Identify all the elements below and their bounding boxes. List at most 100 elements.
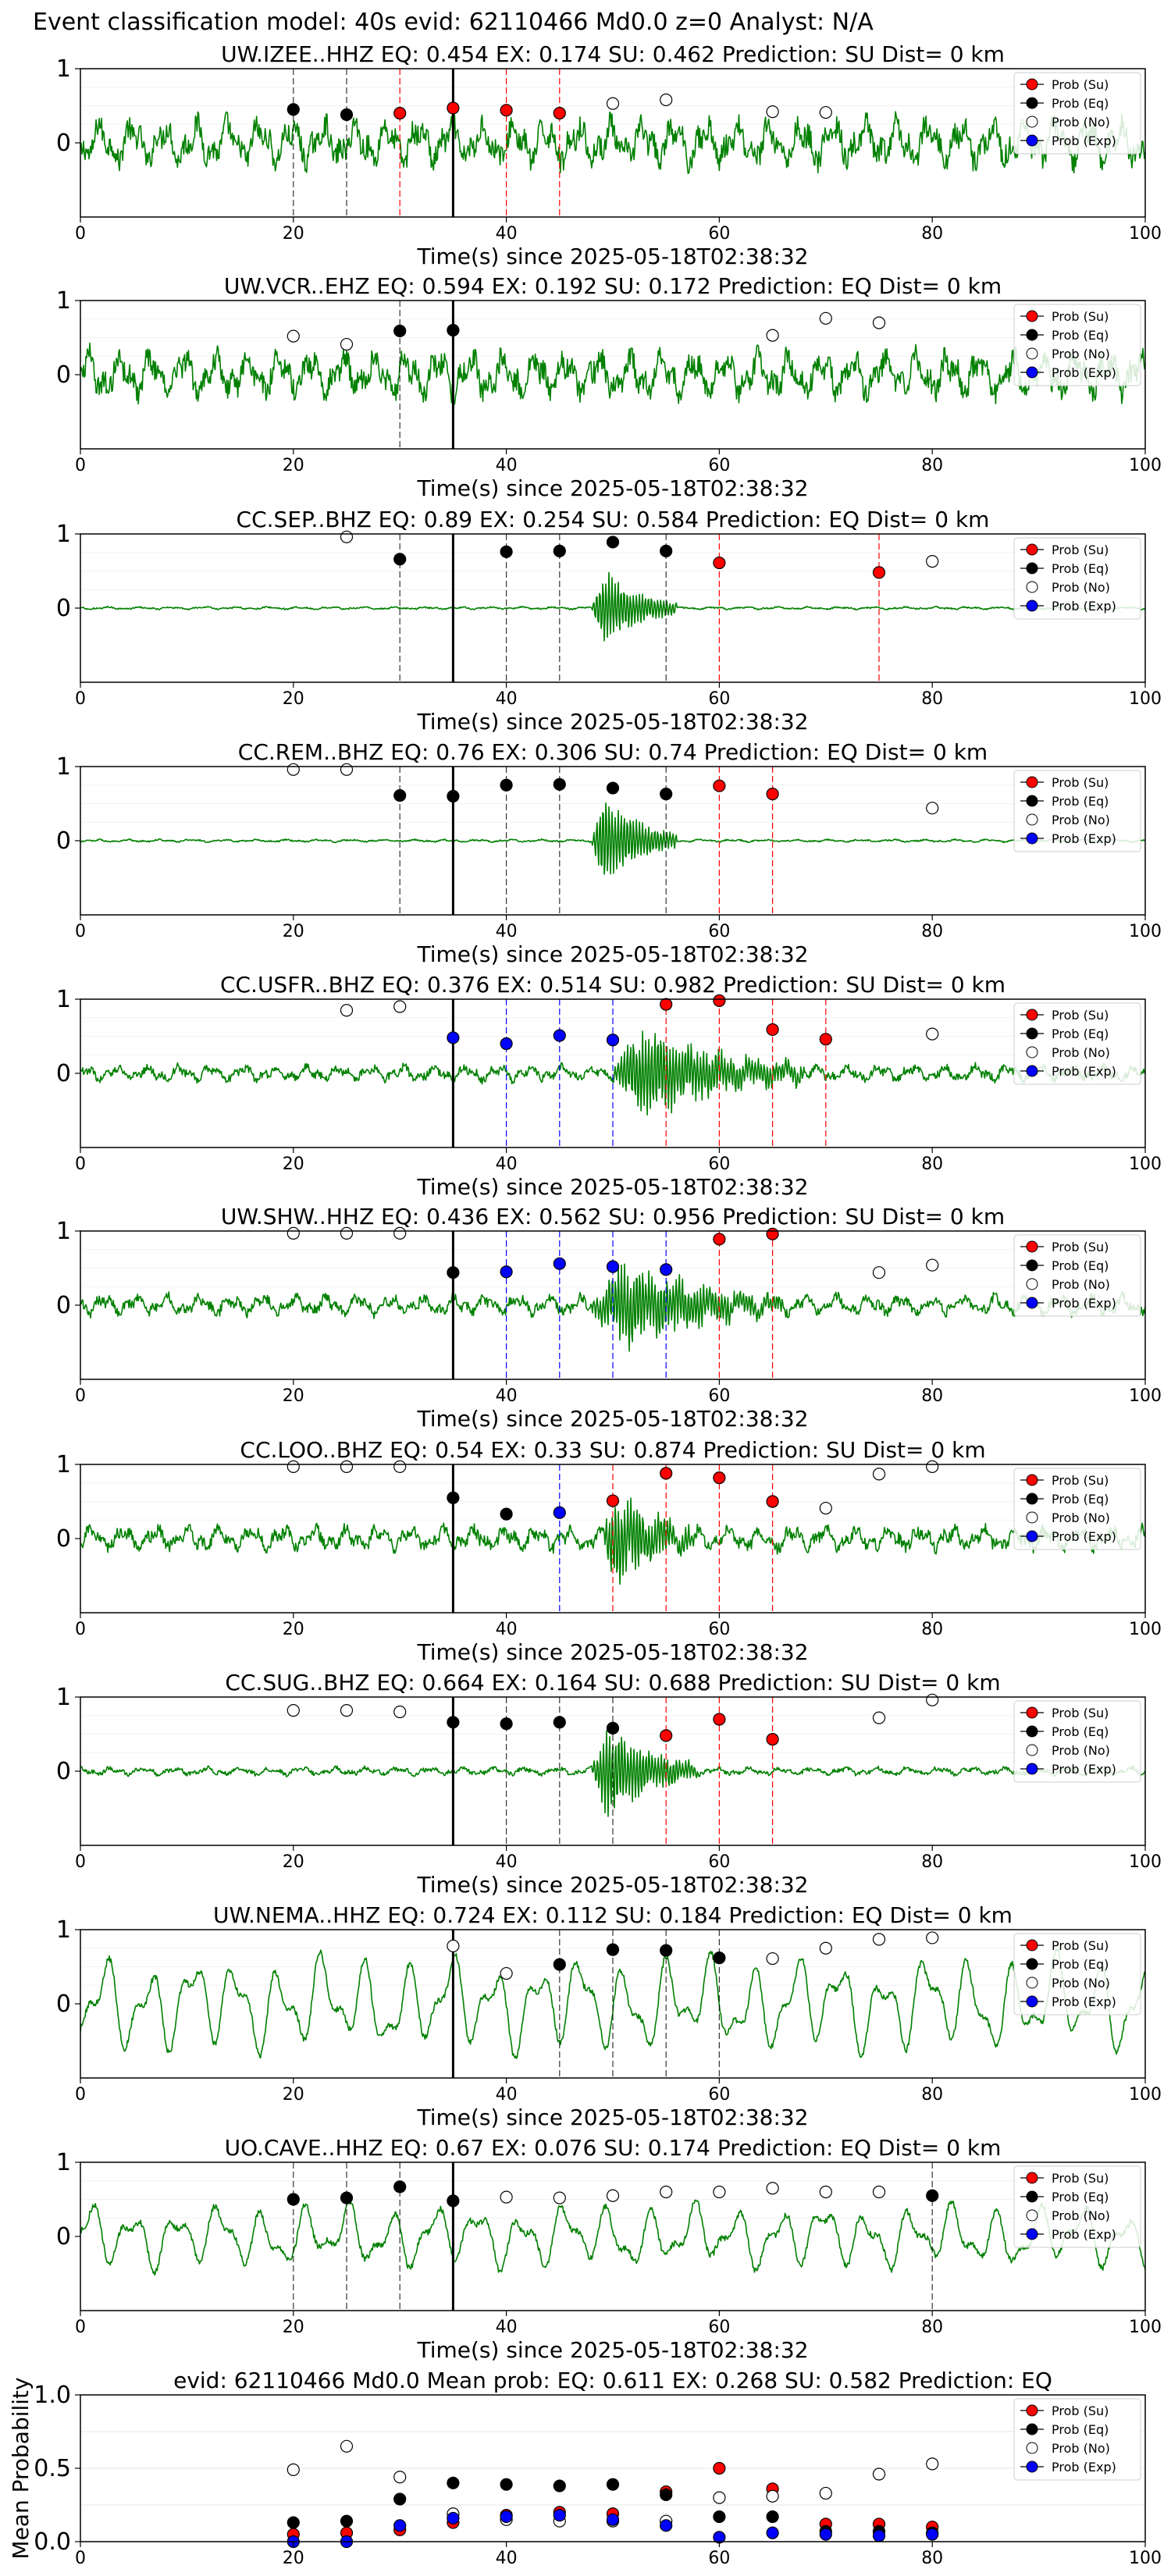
x-tick-label: 60: [708, 2549, 730, 2568]
prob-eq-point: [553, 1958, 566, 1971]
x-tick-label: 60: [708, 1620, 730, 1639]
waveform-trace: [80, 2199, 1146, 2276]
x-tick-label: 100: [1129, 456, 1162, 475]
y-tick-label: 0: [56, 1525, 71, 1553]
prob-su-legend-marker: [1026, 2172, 1038, 2184]
x-tick-label: 20: [283, 689, 304, 709]
waveform-trace: [80, 1030, 1146, 1115]
legend-label: Prob (No): [1052, 580, 1110, 595]
prob-eq-point: [287, 2193, 300, 2206]
prob-no-point: [287, 763, 300, 776]
prob-no-point: [819, 2185, 832, 2199]
legend-label: Prob (Exp): [1052, 1064, 1116, 1079]
legend-label: Prob (Exp): [1052, 1994, 1116, 2009]
x-tick-label: 20: [283, 1620, 304, 1639]
x-tick-label: 60: [708, 2085, 730, 2105]
prob-exp-legend-marker: [1026, 1530, 1038, 1542]
y-tick-label: 1: [56, 2149, 71, 2176]
x-tick-label: 60: [708, 224, 730, 244]
prob-no-legend-marker: [1026, 1511, 1038, 1524]
x-axis-label: Time(s) since 2025-05-18T02:38:32: [416, 2105, 808, 2130]
prob-exp-point: [660, 2519, 673, 2532]
x-tick-label: 0: [75, 1852, 86, 1872]
prob-eq-point: [713, 2510, 726, 2524]
prob-eq-point: [500, 545, 513, 558]
prob-su-point: [713, 2461, 726, 2475]
prob-eq-point: [500, 1717, 513, 1731]
y-tick-label: 1: [56, 287, 71, 315]
prob-exp-point: [393, 2519, 407, 2532]
prob-no-point: [287, 2463, 300, 2476]
prob-eq-legend-marker: [1026, 1493, 1038, 1505]
station-panel: CC.REM..BHZ EQ: 0.76 EX: 0.306 SU: 0.74 …: [56, 739, 1162, 967]
prob-exp-point: [872, 2529, 886, 2542]
prob-eq-point: [660, 1944, 673, 1957]
legend-label: Prob (No): [1052, 1045, 1110, 1060]
prob-eq-legend-marker: [1026, 1725, 1038, 1738]
panel-title: UW.IZEE..HHZ EQ: 0.454 EX: 0.174 SU: 0.4…: [221, 41, 1005, 67]
prob-eq-point: [447, 323, 460, 337]
prob-eq-legend-marker: [1026, 562, 1038, 575]
legend-label: Prob (Su): [1052, 309, 1109, 324]
x-tick-label: 0: [75, 2085, 86, 2105]
prob-exp-point: [447, 2511, 460, 2525]
legend-label: Prob (Eq): [1052, 1258, 1109, 1273]
prob-su-point: [766, 788, 779, 801]
x-tick-label: 80: [921, 2318, 943, 2337]
x-tick-label: 80: [921, 1155, 943, 1174]
legend-label: Prob (No): [1052, 1743, 1110, 1758]
prob-eq-point: [393, 788, 407, 802]
legend-label: Prob (Su): [1052, 1473, 1109, 1488]
panel-title: CC.SUG..BHZ EQ: 0.664 EX: 0.164 SU: 0.68…: [225, 1670, 1000, 1695]
x-tick-label: 100: [1129, 224, 1162, 244]
prob-no-point: [287, 329, 300, 343]
x-tick-label: 0: [75, 1386, 86, 1406]
x-tick-label: 40: [496, 1852, 518, 1872]
prob-no-point: [713, 2491, 726, 2504]
y-axis-label: Mean Probability: [8, 2377, 34, 2559]
prob-eq-point: [447, 1716, 460, 1729]
prob-su-point: [713, 1233, 726, 1246]
prob-no-point: [553, 2191, 566, 2204]
prob-su-point: [766, 1023, 779, 1037]
x-tick-label: 60: [708, 922, 730, 941]
legend-label: Prob (Exp): [1052, 2227, 1116, 2242]
x-axis-label: Time(s) since 2025-05-18T02:38:32: [416, 1872, 808, 1898]
x-tick-label: 0: [75, 1620, 86, 1639]
x-tick-label: 20: [283, 1852, 304, 1872]
prob-exp-legend-marker: [1026, 1763, 1038, 1775]
prob-eq-point: [287, 2516, 300, 2529]
x-tick-label: 100: [1129, 689, 1162, 709]
waveform-trace: [80, 571, 1146, 642]
legend-label: Prob (Eq): [1052, 2190, 1109, 2204]
prob-no-point: [393, 1000, 407, 1013]
prob-eq-point: [606, 535, 620, 549]
x-tick-label: 60: [708, 1155, 730, 1174]
x-tick-label: 100: [1129, 1620, 1162, 1639]
legend-label: Prob (Eq): [1052, 2422, 1109, 2437]
prob-eq-point: [287, 103, 300, 116]
prob-su-legend-marker: [1026, 1939, 1038, 1952]
panel-title: CC.USFR..BHZ EQ: 0.376 EX: 0.514 SU: 0.9…: [220, 972, 1005, 998]
prob-no-legend-marker: [1026, 347, 1038, 360]
y-tick-label: 1: [56, 1451, 71, 1478]
prob-exp-legend-marker: [1026, 2228, 1038, 2240]
x-axis-label: Time(s) since 2025-05-18T02:38:32: [416, 2337, 808, 2363]
legend-box: [1013, 2398, 1141, 2481]
prob-eq-point: [553, 1716, 566, 1729]
prob-eq-point: [393, 553, 407, 566]
prob-no-point: [393, 2471, 407, 2484]
prob-eq-point: [606, 1943, 620, 1956]
prob-su-point: [500, 104, 513, 117]
prob-exp-point: [553, 2509, 566, 2522]
x-tick-label: 40: [496, 689, 518, 709]
legend-box: [1013, 1700, 1141, 1783]
prob-eq-point: [447, 1491, 460, 1504]
y-tick-label: 0: [56, 595, 71, 622]
prob-su-point: [606, 1494, 620, 1507]
x-tick-label: 80: [921, 2085, 943, 2105]
prob-no-point: [660, 93, 673, 107]
prob-exp-point: [553, 1029, 566, 1042]
prob-su-point: [713, 1713, 726, 1726]
legend-label: Prob (Su): [1052, 77, 1109, 92]
